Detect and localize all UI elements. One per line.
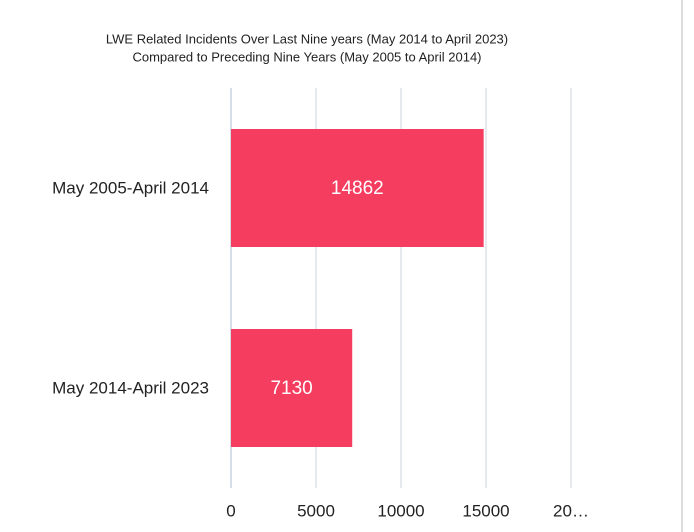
bar: [231, 329, 353, 447]
x-tick-label: 20…: [553, 501, 589, 520]
y-tick-label: May 2014-April 2023: [52, 378, 209, 397]
x-tick-label: 10000: [377, 501, 424, 520]
value-label: 7130: [270, 378, 312, 399]
x-tick-label: 5000: [297, 501, 335, 520]
x-tick-label: 15000: [462, 501, 509, 520]
bar: [231, 129, 484, 247]
y-tick-label: May 2005-April 2014: [52, 178, 209, 197]
chart-title: LWE Related Incidents Over Last Nine yea…: [106, 31, 508, 46]
value-label: 14862: [331, 178, 384, 199]
x-tick-label: 0: [226, 501, 235, 520]
chart-subtitle: Compared to Preceding Nine Years (May 20…: [132, 49, 481, 64]
